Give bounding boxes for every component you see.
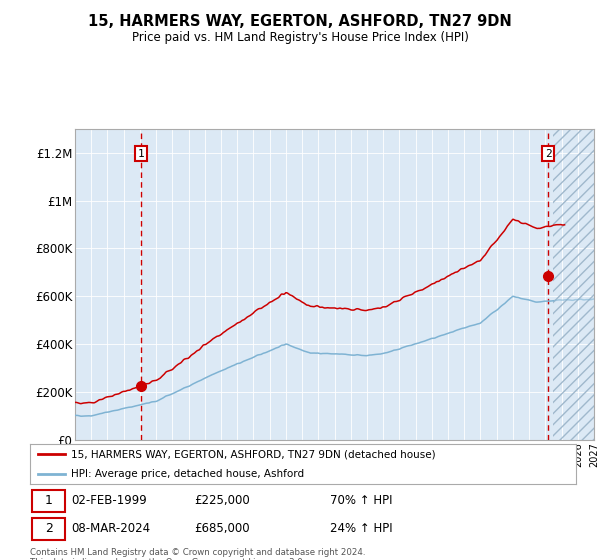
Text: 70% ↑ HPI: 70% ↑ HPI xyxy=(331,494,393,507)
Text: Price paid vs. HM Land Registry's House Price Index (HPI): Price paid vs. HM Land Registry's House … xyxy=(131,31,469,44)
Text: 1: 1 xyxy=(44,494,53,507)
Text: 1: 1 xyxy=(138,148,145,158)
Text: 15, HARMERS WAY, EGERTON, ASHFORD, TN27 9DN (detached house): 15, HARMERS WAY, EGERTON, ASHFORD, TN27 … xyxy=(71,449,436,459)
Text: HPI: Average price, detached house, Ashford: HPI: Average price, detached house, Ashf… xyxy=(71,469,304,479)
Text: 15, HARMERS WAY, EGERTON, ASHFORD, TN27 9DN: 15, HARMERS WAY, EGERTON, ASHFORD, TN27 … xyxy=(88,14,512,29)
Text: 2: 2 xyxy=(545,148,551,158)
Text: 2: 2 xyxy=(44,522,53,535)
Text: 24% ↑ HPI: 24% ↑ HPI xyxy=(331,522,393,535)
Text: £225,000: £225,000 xyxy=(194,494,250,507)
FancyBboxPatch shape xyxy=(32,517,65,540)
Text: Contains HM Land Registry data © Crown copyright and database right 2024.
This d: Contains HM Land Registry data © Crown c… xyxy=(30,548,365,560)
FancyBboxPatch shape xyxy=(32,489,65,512)
Text: 02-FEB-1999: 02-FEB-1999 xyxy=(71,494,146,507)
Text: £685,000: £685,000 xyxy=(194,522,250,535)
Text: 08-MAR-2024: 08-MAR-2024 xyxy=(71,522,150,535)
